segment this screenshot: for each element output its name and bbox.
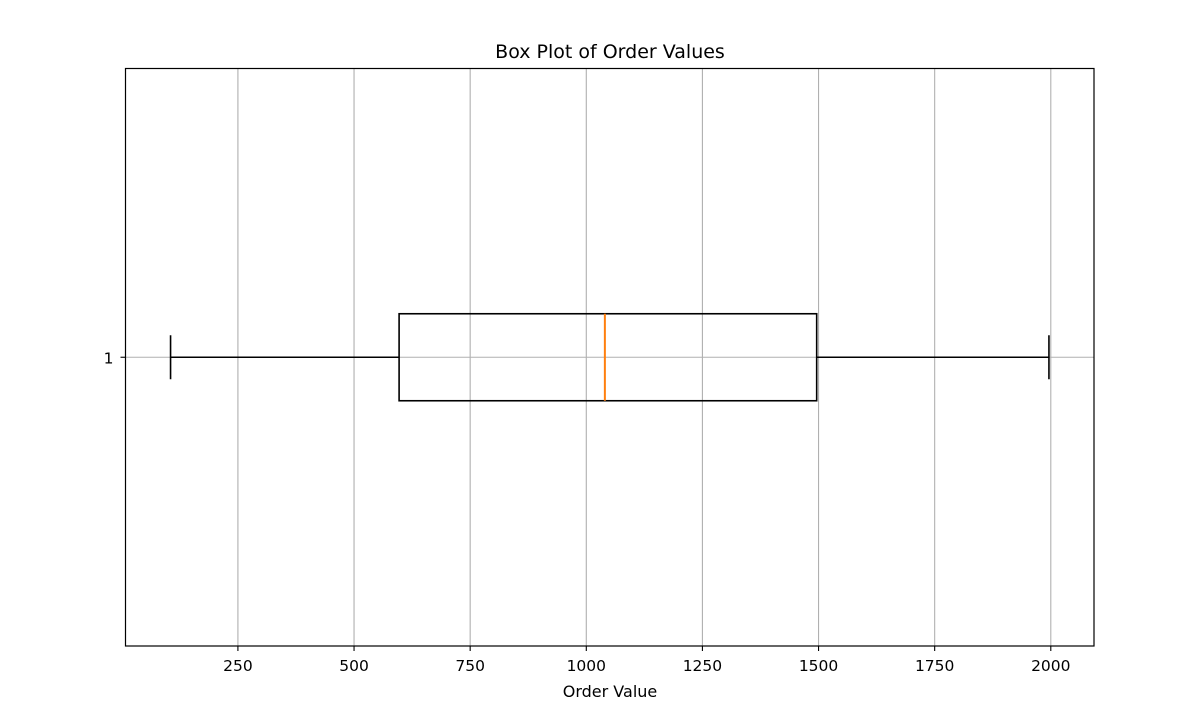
x-tick-label: 1000: [567, 657, 606, 675]
x-tick-label: 250: [223, 657, 253, 675]
x-tick-label: 500: [339, 657, 369, 675]
x-tick-label: 1500: [799, 657, 838, 675]
x-tick-label: 1250: [683, 657, 722, 675]
y-tick-label: 1: [104, 349, 114, 367]
chart-title: Box Plot of Order Values: [495, 41, 725, 63]
x-axis-label: Order Value: [563, 682, 658, 701]
x-tick-label: 2000: [1031, 657, 1070, 675]
interquartile-box: [398, 312, 818, 402]
x-tick-label: 750: [455, 657, 485, 675]
x-tick-label: 1750: [915, 657, 954, 675]
